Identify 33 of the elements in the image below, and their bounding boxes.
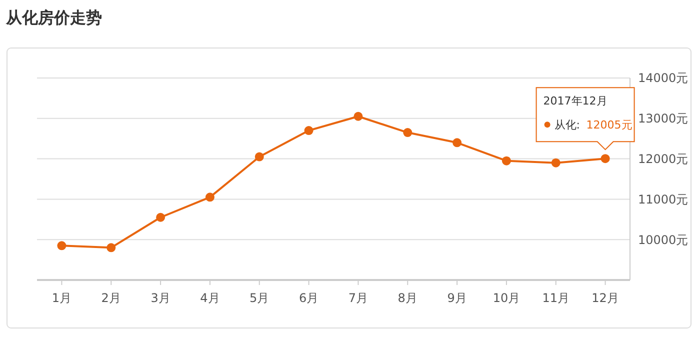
annotation: 2017年12月 (543, 94, 608, 108)
x-tick-label: 3月 (150, 291, 170, 305)
point (156, 212, 166, 222)
point (502, 156, 511, 166)
point (551, 158, 560, 168)
y-tick-label: 14000元 (638, 71, 688, 86)
x-tick-label: 10月 (492, 291, 520, 305)
x-tick-label: 2月 (101, 291, 121, 305)
x-tick-label: 8月 (398, 291, 418, 305)
point (600, 154, 610, 164)
point (403, 128, 412, 138)
y-tick-label: 12000元 (638, 152, 688, 166)
x-tick-label: 4月 (200, 291, 220, 305)
x-tick-label: 7月 (348, 291, 368, 305)
x-tick-label: 1月 (52, 291, 72, 305)
point (106, 243, 116, 252)
y-tick-label: 13000元 (638, 112, 688, 126)
x-tick-label: 6月 (298, 291, 319, 305)
x-tick-label: 5月 (250, 291, 270, 305)
point (304, 126, 314, 136)
point (205, 192, 214, 202)
x-tick-label: 12月 (592, 291, 619, 305)
point (452, 138, 462, 148)
data-label: 12005元 (586, 118, 632, 132)
point (354, 112, 363, 121)
chart-title: 从化房价走势 (5, 8, 102, 27)
y-tick-label: 10000元 (638, 232, 688, 247)
y-tick-label: 11000元 (638, 192, 688, 206)
point (254, 152, 264, 162)
legend-label: 从化: (554, 118, 580, 132)
point (57, 241, 66, 250)
x-tick-label: 11月 (542, 291, 570, 305)
x-tick-label: 9月 (447, 291, 467, 305)
